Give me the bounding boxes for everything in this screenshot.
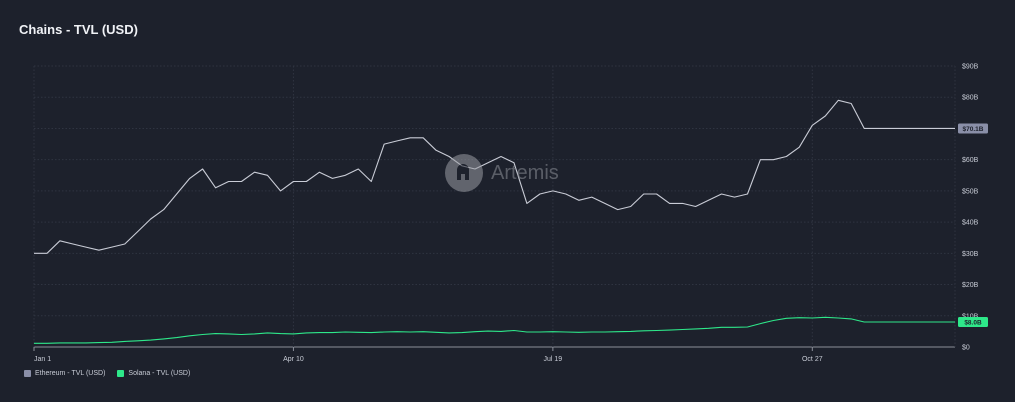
x-tick-label: Apr 10: [283, 356, 304, 363]
legend-swatch-solana: [117, 370, 125, 377]
last-value-badge-ethereum: $70.1B: [958, 123, 988, 134]
last-value-badge-solana: $8.0B: [958, 317, 988, 328]
y-tick-label: $80B: [962, 95, 979, 102]
series-line-solana: [34, 316, 955, 344]
y-tick-label: $10B: [962, 313, 979, 320]
x-tick-label: Jan 1: [34, 356, 51, 363]
legend-swatch-ethereum: [24, 370, 31, 377]
chart-title: Chains - TVL (USD): [19, 22, 138, 37]
y-tick-label: $90B: [962, 64, 979, 71]
x-tick-label: Jul 19: [544, 356, 563, 363]
y-tick-label: $50B: [962, 188, 979, 195]
legend-item-solana[interactable]: Solana - TVL (USD): [117, 370, 190, 377]
y-tick-label: $0: [962, 345, 970, 352]
watermark-text: Artemis: [491, 161, 559, 184]
y-tick-label: $40B: [962, 220, 979, 227]
legend: Ethereum - TVL (USD) Solana - TVL (USD): [24, 370, 190, 377]
legend-label-ethereum: Ethereum - TVL (USD): [35, 370, 106, 377]
svg-text:$70.1B: $70.1B: [963, 126, 984, 133]
y-tick-label: $20B: [962, 282, 979, 289]
x-tick-label: Oct 27: [802, 356, 823, 363]
y-tick-label: $60B: [962, 157, 979, 164]
watermark: Artemis: [445, 154, 559, 192]
legend-item-ethereum[interactable]: Ethereum - TVL (USD): [24, 370, 105, 377]
svg-text:$8.0B: $8.0B: [964, 320, 982, 327]
y-tick-label: $30B: [962, 251, 979, 258]
series-line-ethereum: [34, 99, 955, 254]
legend-label-solana: Solana - TVL (USD): [128, 370, 191, 377]
artemis-logo-icon: [445, 154, 483, 192]
